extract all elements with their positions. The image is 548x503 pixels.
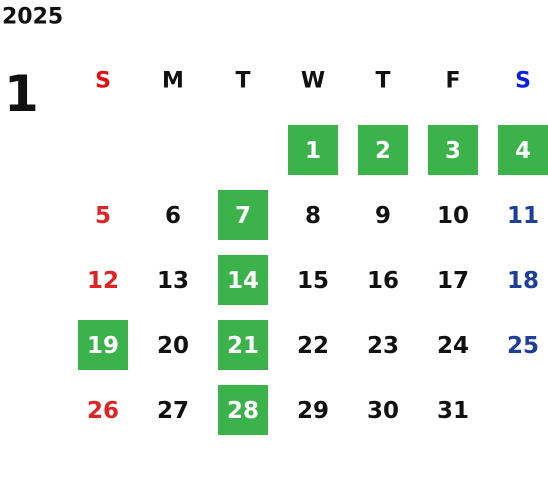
year: 2025 [2, 5, 63, 30]
day-number: 4 [515, 138, 531, 164]
day-number: 3 [445, 138, 461, 164]
marked-day-bg [218, 190, 268, 240]
marked-day-bg [288, 125, 338, 175]
marked-day-bg [218, 255, 268, 305]
weekday-label: M [162, 69, 184, 94]
day-number: 5 [95, 203, 111, 229]
marked-day-bg [218, 385, 268, 435]
day-number: 1 [305, 138, 321, 164]
day-number: 19 [87, 333, 119, 359]
day-number: 8 [305, 203, 321, 229]
day-number: 27 [157, 398, 189, 424]
day-number: 29 [297, 398, 329, 424]
weekday-label: T [375, 69, 390, 94]
marked-day-bg [78, 320, 128, 370]
weekday-label: W [301, 69, 325, 94]
day-number: 20 [157, 333, 189, 359]
day-number: 28 [227, 398, 259, 424]
day-number: 24 [437, 333, 469, 359]
day-number: 21 [227, 333, 259, 359]
day-number: 15 [297, 268, 329, 294]
day-number: 31 [437, 398, 469, 424]
day-number: 26 [87, 398, 119, 424]
weekday-label: S [95, 69, 111, 94]
day-number: 9 [375, 203, 391, 229]
day-number: 18 [507, 268, 539, 294]
month: 1 [4, 65, 39, 123]
weekday-label: F [445, 69, 460, 94]
marked-day-bg [428, 125, 478, 175]
marked-day-bg [218, 320, 268, 370]
day-number: 2 [375, 138, 391, 164]
day-number: 30 [367, 398, 399, 424]
day-number: 22 [297, 333, 329, 359]
day-number: 14 [227, 268, 259, 294]
day-number: 17 [437, 268, 469, 294]
day-number: 13 [157, 268, 189, 294]
marked-day-bg [498, 125, 548, 175]
weekday-label: S [515, 69, 531, 94]
marked-day-bg [358, 125, 408, 175]
day-number: 10 [437, 203, 469, 229]
day-number: 7 [235, 203, 251, 229]
day-number: 6 [165, 203, 181, 229]
day-number: 12 [87, 268, 119, 294]
weekday-label: T [235, 69, 250, 94]
day-number: 16 [367, 268, 399, 294]
day-number: 11 [507, 203, 539, 229]
day-number: 23 [367, 333, 399, 359]
day-number: 25 [507, 333, 539, 359]
